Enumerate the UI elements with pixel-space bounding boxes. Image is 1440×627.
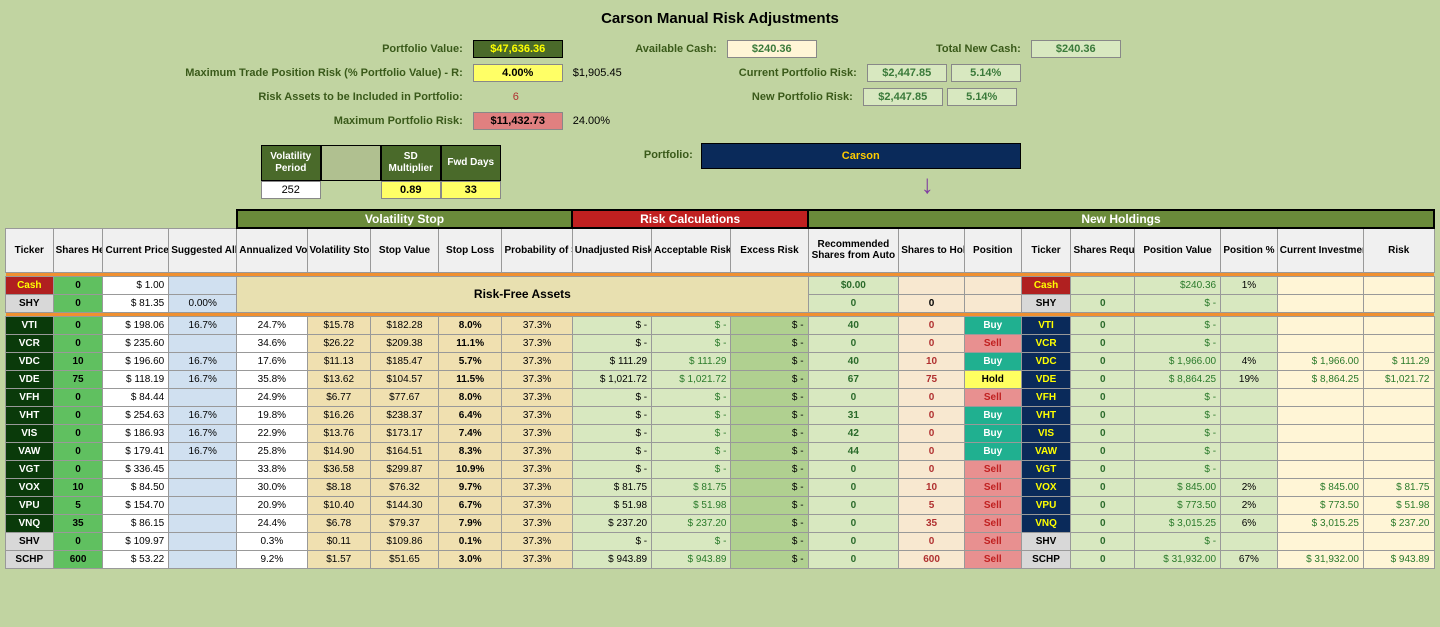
header-block: Portfolio Value: $47,636.36 Available Ca…: [41, 39, 1400, 199]
col-unadj-risk[interactable]: Unadjusted Risk: [572, 228, 651, 272]
max-trade-dollar: $1,905.45: [565, 67, 645, 79]
col-rec-shares[interactable]: Recommended Shares from Auto: [808, 228, 899, 272]
portfolio-value-label: Portfolio Value:: [41, 43, 471, 55]
col-ann-vol[interactable]: Annualized Volatility: [237, 228, 307, 272]
table-row: VNQ35$ 86.1524.4%$6.78$79.377.9%37.3%$ 2…: [6, 514, 1435, 532]
table-row: VFH0$ 84.4424.9%$6.77$77.678.0%37.3%$ -$…: [6, 388, 1435, 406]
table-row: VAW0$ 179.4116.7%25.8%$14.90$164.518.3%3…: [6, 442, 1435, 460]
current-risk-pct: 5.14%: [951, 64, 1021, 82]
current-risk: $2,447.85: [867, 64, 947, 82]
sd-mult-label: SD Multiplier: [381, 145, 441, 181]
vol-period-value[interactable]: 252: [261, 181, 321, 199]
vol-spacer: [321, 145, 381, 181]
current-risk-label: Current Portfolio Risk:: [685, 67, 865, 79]
table-row: VPU5$ 154.7020.9%$10.40$144.306.7%37.3%$…: [6, 496, 1435, 514]
col-stop-value[interactable]: Stop Value: [370, 228, 438, 272]
col-shares-req[interactable]: Shares Required: [1071, 228, 1134, 272]
table-row: VIS0$ 186.9316.7%22.9%$13.76$173.177.4%3…: [6, 424, 1435, 442]
col-pos-pct[interactable]: Position %: [1221, 228, 1278, 272]
col-position[interactable]: Position: [964, 228, 1021, 272]
total-new-cash: $240.36: [1031, 40, 1121, 58]
max-port-risk-pct: 24.00%: [565, 115, 645, 127]
col-ticker[interactable]: Ticker: [6, 228, 54, 272]
risk-free-assets-label: Risk-Free Assets: [237, 276, 808, 312]
arrow-icon: ↓: [921, 169, 934, 200]
total-new-cash-label: Total New Cash:: [899, 43, 1029, 55]
max-trade-pct[interactable]: 4.00%: [473, 64, 563, 82]
col-prob-stop[interactable]: Probability of Stop: [502, 228, 572, 272]
portfolio-label: Portfolio:: [621, 139, 701, 161]
col-pos-value[interactable]: Position Value: [1134, 228, 1220, 272]
group-risk-calc: Risk Calculations: [572, 210, 808, 228]
vol-period-label: Volatility Period: [261, 145, 321, 181]
col-excess-risk[interactable]: Excess Risk: [731, 228, 808, 272]
col-shares-held[interactable]: Shares Held: [53, 228, 103, 272]
portfolio-name[interactable]: Carson: [701, 143, 1021, 169]
col-stop-loss[interactable]: Stop Loss: [438, 228, 501, 272]
table-row: SHV0$ 109.970.3%$0.11$109.860.1%37.3%$ -…: [6, 532, 1435, 550]
available-cash: $240.36: [727, 40, 817, 58]
col-accept-risk[interactable]: Acceptable Risk: [652, 228, 731, 272]
col-cur-inv[interactable]: Current Investments: [1277, 228, 1363, 272]
risk-assets-label: Risk Assets to be Included in Portfolio:: [41, 91, 471, 103]
new-risk-pct: 5.14%: [947, 88, 1017, 106]
table-row: VDE75$ 118.1916.7%35.8%$13.62$104.5711.5…: [6, 370, 1435, 388]
group-new-holdings: New Holdings: [808, 210, 1434, 228]
available-cash-label: Available Cash:: [605, 43, 725, 55]
table-row: VGT0$ 336.4533.8%$36.58$299.8710.9%37.3%…: [6, 460, 1435, 478]
cash-row: Cash 0 $ 1.00 Risk-Free Assets $0.00 Cas…: [6, 276, 1435, 294]
portfolio-value: $47,636.36: [473, 40, 563, 58]
new-risk: $2,447.85: [863, 88, 943, 106]
table-row: VOX10$ 84.5030.0%$8.18$76.329.7%37.3%$ 8…: [6, 478, 1435, 496]
col-ticker2[interactable]: Ticker: [1021, 228, 1071, 272]
max-port-risk: $11,432.73: [473, 112, 563, 130]
table-row: SCHP600$ 53.229.2%$1.57$51.653.0%37.3%$ …: [6, 550, 1435, 568]
fwd-days-label: Fwd Days: [441, 145, 501, 181]
max-trade-label: Maximum Trade Position Risk (% Portfolio…: [41, 67, 471, 79]
page-title: Carson Manual Risk Adjustments: [5, 10, 1435, 27]
table-row: VTI0$ 198.0616.7%24.7%$15.78$182.288.0%3…: [6, 316, 1435, 334]
col-current-price[interactable]: Current Price: [103, 228, 169, 272]
col-shares-hold[interactable]: Shares to Hold: [899, 228, 965, 272]
fwd-days-value[interactable]: 33: [441, 181, 501, 199]
table-row: VCR0$ 235.6034.6%$26.22$209.3811.1%37.3%…: [6, 334, 1435, 352]
group-volatility-stop: Volatility Stop: [237, 210, 573, 228]
main-table: Volatility Stop Risk Calculations New Ho…: [5, 209, 1435, 569]
sd-mult-value[interactable]: 0.89: [381, 181, 441, 199]
max-port-risk-label: Maximum Portfolio Risk:: [41, 115, 471, 127]
new-risk-label: New Portfolio Risk:: [681, 91, 861, 103]
col-risk[interactable]: Risk: [1363, 228, 1434, 272]
table-row: VHT0$ 254.6316.7%19.8%$16.26$238.376.4%3…: [6, 406, 1435, 424]
col-vol-stop[interactable]: Volatility Stop: [307, 228, 370, 272]
risk-assets: 6: [471, 91, 561, 103]
table-row: VDC10$ 196.6016.7%17.6%$11.13$185.475.7%…: [6, 352, 1435, 370]
col-suggested-alloc[interactable]: Suggested Allocation: [169, 228, 237, 272]
